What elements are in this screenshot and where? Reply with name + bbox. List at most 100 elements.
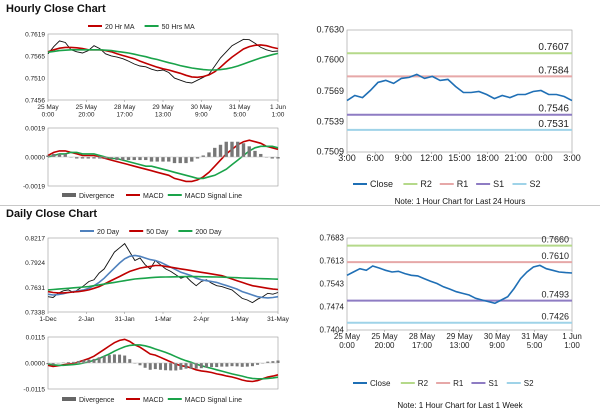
divergence-bar bbox=[92, 157, 96, 159]
x-tick-label: 0:00 bbox=[535, 153, 553, 163]
y-tick-label: 0.0019 bbox=[25, 126, 45, 133]
legend-label-50-hrs-ma: 50 Hrs MA bbox=[162, 24, 195, 31]
divergence-bar bbox=[250, 363, 254, 367]
divergence-bar bbox=[225, 363, 229, 367]
legend-swatch-divergence bbox=[62, 397, 76, 401]
x-tick-label: 2-Jan bbox=[78, 316, 95, 323]
divergence-bar bbox=[46, 155, 50, 157]
legend-label-macd: MACD bbox=[143, 397, 164, 404]
hourly-macd-chart: 0.0019 0.0000 -0.0019 Divergence MACD MACD Si… bbox=[23, 126, 280, 200]
series-line-200-day bbox=[47, 275, 279, 291]
level-label-r2: 0.7660 bbox=[541, 235, 569, 245]
divergence-bar bbox=[172, 157, 177, 164]
hourly-pivot-note: Note: 1 Hour Chart for Last 24 Hours bbox=[394, 197, 526, 206]
level-label-s1: 0.7546 bbox=[538, 104, 569, 115]
divergence-bar bbox=[103, 157, 108, 159]
divergence-bar bbox=[102, 356, 106, 363]
x-tick-label: 25 May 20:00 bbox=[371, 332, 397, 350]
x-tick-label: 28 May 17:00 bbox=[409, 332, 435, 350]
divergence-bar bbox=[174, 363, 178, 371]
divergence-bar bbox=[57, 153, 62, 157]
y-tick-label: 0.0115 bbox=[26, 335, 46, 342]
legend-label-s1: S1 bbox=[488, 379, 498, 388]
x-tick-label: 1-Mar bbox=[155, 316, 173, 323]
divergence-bar bbox=[240, 363, 244, 367]
legend-label-macd-signal-line: MACD Signal Line bbox=[185, 193, 242, 200]
divergence-bar bbox=[123, 355, 127, 363]
divergence-bar bbox=[63, 153, 67, 157]
divergence-bar bbox=[52, 153, 56, 157]
divergence-bar bbox=[153, 363, 157, 370]
divergence-bar bbox=[97, 357, 101, 363]
legend-label-close: Close bbox=[370, 179, 393, 189]
x-tick-label: 6:00 bbox=[366, 153, 384, 163]
x-tick-label: 1-May bbox=[231, 316, 250, 323]
series-line-close bbox=[346, 73, 573, 102]
divergence-bar bbox=[118, 354, 122, 363]
daily-pivot-note: Note: 1 Hour Chart for Last 1 Week bbox=[397, 401, 523, 410]
divergence-bar bbox=[75, 157, 79, 159]
y-tick-label: 0.7631 bbox=[25, 285, 45, 292]
divergence-bar bbox=[77, 360, 81, 363]
x-tick-label: 29 May 13:00 bbox=[152, 104, 174, 119]
x-tick-label: 1-Dec bbox=[39, 316, 57, 323]
divergence-bar bbox=[167, 157, 171, 162]
y-tick-label: 0.7474 bbox=[320, 302, 345, 311]
divergence-bar bbox=[184, 157, 188, 164]
legend-label-r1: R1 bbox=[453, 379, 464, 388]
y-tick-label: 0.8217 bbox=[25, 236, 45, 243]
y-tick-label: 0.7613 bbox=[320, 257, 345, 266]
divergence-bar bbox=[126, 157, 131, 161]
y-tick-label: 0.7539 bbox=[316, 116, 344, 126]
legend-label-macd: MACD bbox=[143, 193, 164, 200]
divergence-bar bbox=[215, 363, 219, 368]
y-tick-label: 0.7543 bbox=[320, 280, 345, 289]
y-tick-label: -0.0019 bbox=[23, 184, 45, 191]
legend-label-r2: R2 bbox=[418, 379, 429, 388]
daily-macd-chart: 0.0115 0.0000 -0.0115 Divergence MACD MACD Si… bbox=[23, 335, 280, 404]
x-tick-label: 1 Jun 1:00 bbox=[562, 332, 582, 350]
x-tick-label: 9:00 bbox=[394, 153, 412, 163]
divergence-bar bbox=[121, 157, 125, 161]
legend-label-20-hr-ma: 20 Hr MA bbox=[105, 24, 135, 31]
legend-label-50-day: 50 Day bbox=[146, 229, 169, 236]
x-tick-label: 1 Jun 1:00 bbox=[270, 104, 286, 119]
divergence-bar bbox=[109, 157, 113, 159]
divergence-bar bbox=[149, 157, 154, 162]
divergence-bar bbox=[148, 363, 152, 370]
divergence-bar bbox=[115, 157, 119, 161]
divergence-bar bbox=[195, 157, 200, 159]
x-tick-label: 31-Jan bbox=[115, 316, 135, 323]
series-line-macd-signal-line bbox=[47, 145, 279, 180]
x-tick-label: 29 May 13:00 bbox=[446, 332, 472, 350]
plot-frame bbox=[47, 33, 279, 101]
divergence-bar bbox=[220, 363, 224, 367]
divergence-bar bbox=[184, 363, 188, 369]
divergence-bar bbox=[164, 363, 168, 371]
divergence-bar bbox=[82, 360, 86, 363]
divergence-bar bbox=[194, 363, 198, 369]
divergence-bar bbox=[270, 157, 274, 159]
level-label-r2: 0.7607 bbox=[538, 42, 569, 53]
x-tick-label: 28 May 17:00 bbox=[114, 104, 136, 119]
level-label-s2: 0.7426 bbox=[541, 312, 569, 322]
legend-swatch-divergence bbox=[62, 193, 76, 197]
divergence-bar bbox=[230, 363, 234, 367]
divergence-bar bbox=[247, 146, 251, 157]
divergence-bar bbox=[190, 157, 194, 162]
series-line-macd-signal-line bbox=[47, 344, 279, 380]
series-line-close bbox=[47, 38, 279, 84]
hourly-section-title: Hourly Close Chart bbox=[6, 3, 106, 15]
legend-label-s2: S2 bbox=[524, 379, 534, 388]
series-line-20-day bbox=[47, 254, 279, 299]
divergence-bar bbox=[204, 363, 208, 368]
divergence-bar bbox=[92, 358, 96, 363]
y-tick-label: 0.7630 bbox=[316, 25, 344, 35]
y-tick-label: 0.0000 bbox=[25, 155, 45, 162]
divergence-bar bbox=[98, 157, 102, 159]
divergence-bar bbox=[276, 157, 280, 159]
y-tick-label: -0.0115 bbox=[23, 387, 45, 394]
